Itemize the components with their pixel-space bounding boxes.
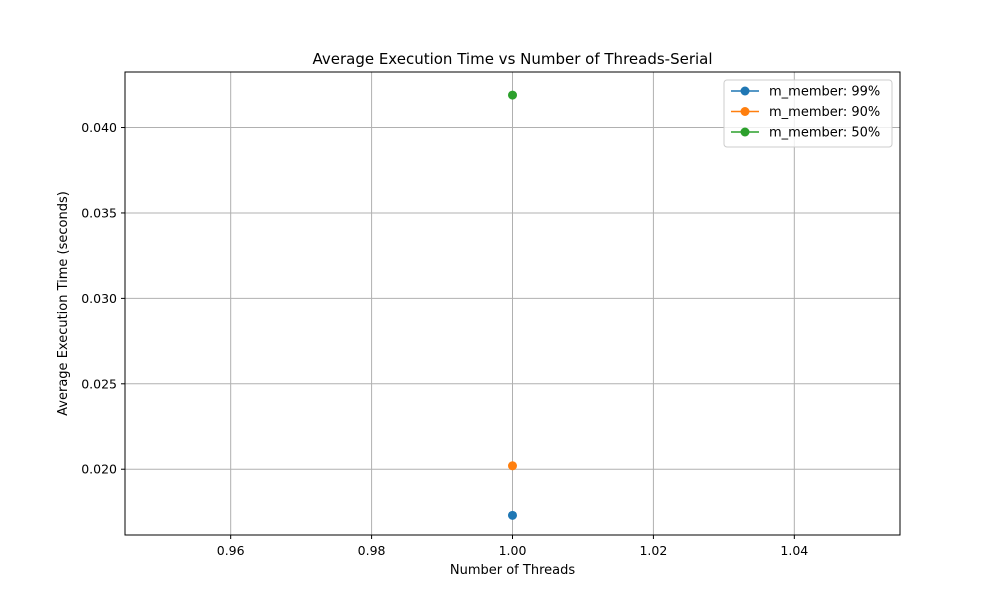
x-tick-label: 0.96 <box>217 543 245 558</box>
y-axis: 0.020 0.025 0.030 0.035 0.040 <box>81 120 125 477</box>
data-point <box>508 461 517 471</box>
x-tick-label: 1.02 <box>639 543 667 558</box>
x-tick-label: 1.00 <box>499 543 527 558</box>
data-point <box>508 90 517 100</box>
legend-label: m_member: 99% <box>769 85 880 100</box>
series-layer <box>508 90 517 520</box>
x-axis: 0.96 0.98 1.00 1.02 1.04 <box>217 535 808 558</box>
legend-box <box>723 79 893 148</box>
y-tick-label: 0.020 <box>81 462 117 477</box>
legend: m_member: 99% m_member: 90% m_member: 50% <box>723 79 893 148</box>
legend-marker <box>740 86 750 96</box>
y-tick-label: 0.025 <box>81 376 117 391</box>
legend-marker <box>740 107 750 116</box>
x-tick-label: 0.98 <box>358 543 386 558</box>
y-axis-label: Average Execution Time (seconds) <box>56 191 71 416</box>
data-point <box>508 510 517 520</box>
x-axis-label: Number of Threads <box>450 563 575 578</box>
y-tick-label: 0.035 <box>81 205 117 220</box>
legend-marker <box>740 127 750 137</box>
x-tick-label: 1.04 <box>780 543 808 558</box>
y-tick-label: 0.030 <box>81 291 117 306</box>
chart-title: Average Execution Time vs Number of Thre… <box>312 50 712 68</box>
y-tick-label: 0.040 <box>81 120 117 135</box>
legend-label: m_member: 90% <box>769 105 880 120</box>
legend-label: m_member: 50% <box>769 126 880 141</box>
